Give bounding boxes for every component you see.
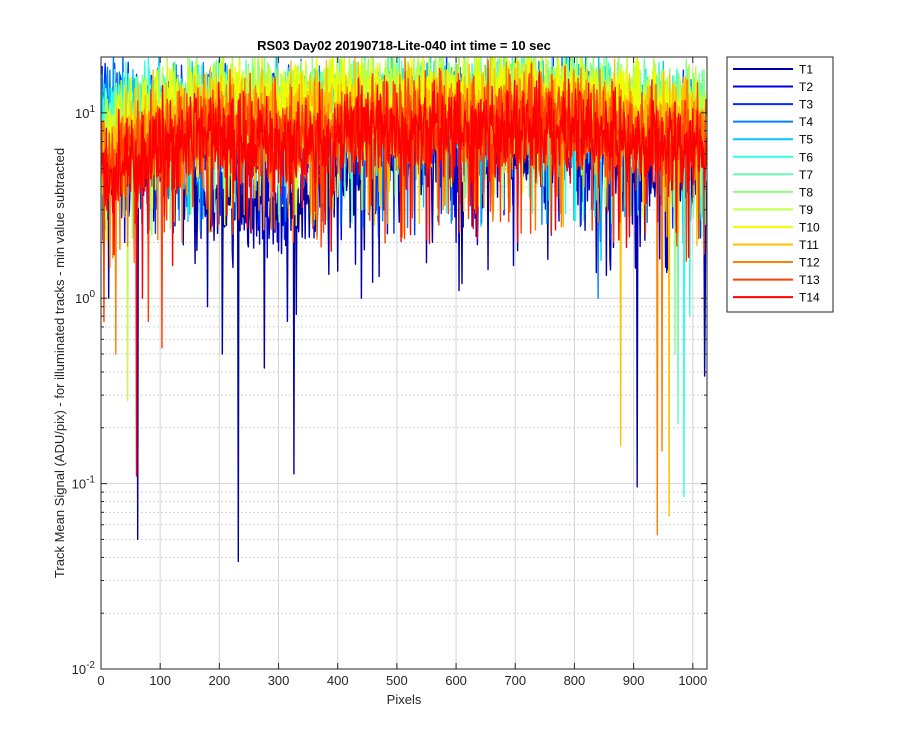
series-line-t14 — [101, 70, 707, 477]
legend-label: T10 — [799, 220, 820, 234]
y-tick-label: 101 — [75, 104, 95, 121]
legend: T1 T2 T3 T4 T5 T6 T7 T8 T9 T10 T11 T12 T13 T14 — [726, 56, 834, 313]
x-tick-label: 200 — [209, 673, 231, 688]
x-tick-label: 800 — [564, 673, 586, 688]
x-tick-label: 100 — [149, 673, 171, 688]
y-tick-label: 10-1 — [72, 475, 96, 492]
legend-label: T9 — [799, 203, 813, 217]
x-tick-label: 300 — [268, 673, 290, 688]
legend-box — [726, 56, 834, 313]
x-tick-label: 600 — [445, 673, 467, 688]
legend-label: T7 — [799, 168, 813, 182]
legend-label: T13 — [799, 273, 820, 287]
y-tick-exponent: -1 — [86, 475, 95, 486]
legend-label: T12 — [799, 256, 820, 270]
y-tick-exponent: -2 — [86, 660, 95, 671]
y-tick-base: 10 — [72, 477, 86, 492]
x-axis-label: Pixels — [387, 692, 422, 707]
legend-label: T3 — [799, 98, 813, 112]
legend-label: T1 — [799, 63, 813, 77]
legend-label: T4 — [799, 115, 813, 129]
legend-label: T8 — [799, 185, 813, 199]
axis-ticks — [100, 56, 707, 670]
legend-label: T6 — [799, 150, 813, 164]
y-tick-base: 10 — [75, 106, 89, 121]
y-tick-exponent: 0 — [89, 289, 95, 300]
plot-lines — [101, 57, 707, 563]
x-tick-label: 500 — [386, 673, 408, 688]
plot-area-border — [100, 56, 708, 670]
legend-label: T2 — [799, 80, 813, 94]
y-tick-label: 10-2 — [72, 660, 96, 677]
legend-label: T5 — [799, 133, 813, 147]
x-tick-label: 1000 — [678, 673, 707, 688]
y-tick-label: 100 — [75, 289, 95, 306]
legend-label: T14 — [799, 291, 820, 305]
y-axis-label: Track Mean Signal (ADU/pix) - for illumi… — [52, 148, 67, 578]
x-tick-label: 700 — [504, 673, 526, 688]
x-tick-label: 400 — [327, 673, 349, 688]
y-tick-base: 10 — [72, 662, 86, 677]
x-tick-labels: 0 100 200 300 400 500 600 700 800 900 1000 — [97, 673, 707, 688]
x-tick-label: 0 — [97, 673, 104, 688]
legend-label: T11 — [799, 238, 819, 252]
y-tick-exponent: 1 — [89, 104, 95, 115]
x-tick-label: 900 — [623, 673, 645, 688]
y-tick-base: 10 — [75, 291, 89, 306]
chart-title: RS03 Day02 20190718-Lite-040 int time = … — [257, 38, 551, 53]
